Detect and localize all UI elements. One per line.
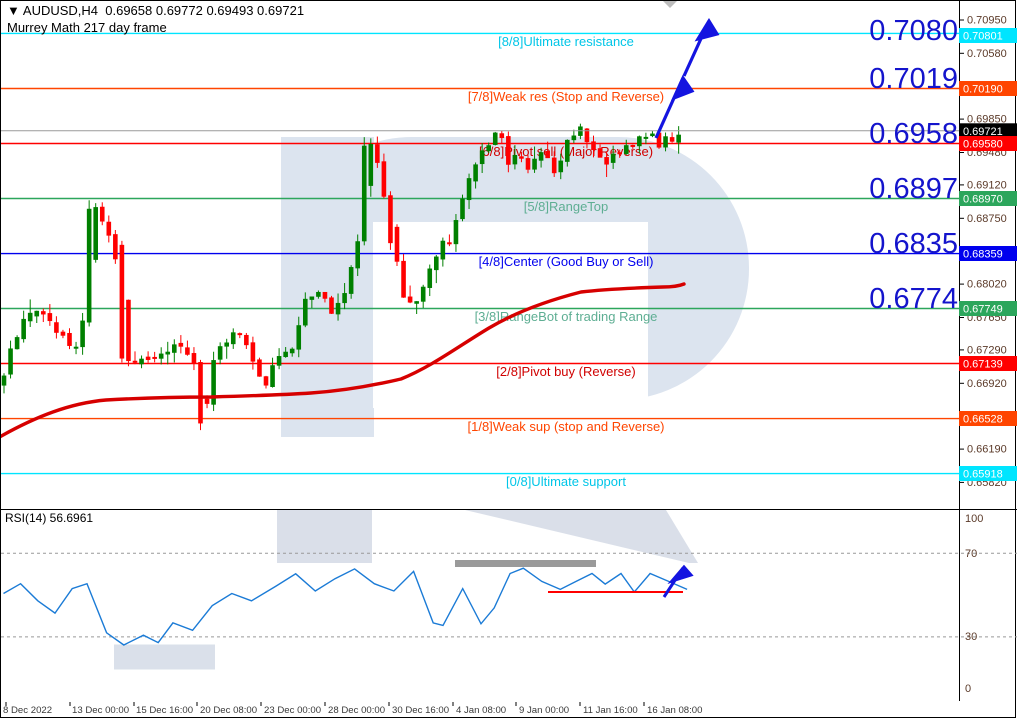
svg-text:[2/8]Pivot buy (Reverse): [2/8]Pivot buy (Reverse) — [496, 364, 635, 379]
svg-text:0.65918: 0.65918 — [963, 469, 1003, 481]
svg-text:0.67139: 0.67139 — [963, 359, 1003, 371]
svg-text:0.66920: 0.66920 — [967, 378, 1007, 390]
svg-text:70: 70 — [965, 548, 977, 560]
svg-text:9 Jan 00:00: 9 Jan 00:00 — [519, 705, 569, 716]
svg-text:23 Dec 00:00: 23 Dec 00:00 — [264, 705, 321, 716]
svg-text:0.70190: 0.70190 — [963, 84, 1003, 96]
svg-text:0: 0 — [965, 683, 971, 695]
svg-text:100: 100 — [965, 513, 983, 525]
svg-text:0.66190: 0.66190 — [967, 444, 1007, 456]
svg-text:0.70950: 0.70950 — [967, 15, 1007, 27]
svg-text:0.68359: 0.68359 — [963, 249, 1003, 261]
svg-text:0.68750: 0.68750 — [967, 213, 1007, 225]
svg-text:20 Dec 08:00: 20 Dec 08:00 — [200, 705, 257, 716]
svg-text:0.70580: 0.70580 — [967, 48, 1007, 60]
svg-text:28 Dec 00:00: 28 Dec 00:00 — [328, 705, 385, 716]
svg-text:4 Jan 08:00: 4 Jan 08:00 — [456, 705, 506, 716]
svg-text:[1/8]Weak sup (stop and Revers: [1/8]Weak sup (stop and Reverse) — [467, 419, 664, 434]
svg-text:[0/8]Ultimate support: [0/8]Ultimate support — [506, 474, 626, 489]
svg-text:30: 30 — [965, 631, 977, 643]
svg-text:30 Dec 16:00: 30 Dec 16:00 — [392, 705, 449, 716]
svg-text:0.68970: 0.68970 — [963, 194, 1003, 206]
svg-text:15 Dec 16:00: 15 Dec 16:00 — [136, 705, 193, 716]
svg-text:0.69120: 0.69120 — [967, 179, 1007, 191]
svg-text:[5/8]RangeTop: [5/8]RangeTop — [524, 199, 609, 214]
svg-text:[7/8]Weak res (Stop and Revers: [7/8]Weak res (Stop and Reverse) — [468, 89, 664, 104]
svg-text:8 Dec 2022: 8 Dec 2022 — [3, 705, 52, 716]
svg-text:16 Jan 08:00: 16 Jan 08:00 — [647, 705, 702, 716]
svg-text:0.68020: 0.68020 — [967, 279, 1007, 291]
svg-text:0.66528: 0.66528 — [963, 414, 1003, 426]
svg-text:0.69580: 0.69580 — [963, 139, 1003, 151]
svg-text:RSI(14) 56.6961: RSI(14) 56.6961 — [5, 511, 93, 525]
svg-text:0.67749: 0.67749 — [963, 304, 1003, 316]
svg-text:0.67290: 0.67290 — [967, 344, 1007, 356]
svg-text:[4/8]Center (Good Buy or Sell): [4/8]Center (Good Buy or Sell) — [479, 254, 654, 269]
svg-text:11 Jan 16:00: 11 Jan 16:00 — [583, 705, 638, 716]
svg-text:0.70801: 0.70801 — [963, 31, 1003, 43]
svg-text:13 Dec 00:00: 13 Dec 00:00 — [72, 705, 129, 716]
svg-text:[8/8]Ultimate resistance: [8/8]Ultimate resistance — [498, 34, 634, 49]
